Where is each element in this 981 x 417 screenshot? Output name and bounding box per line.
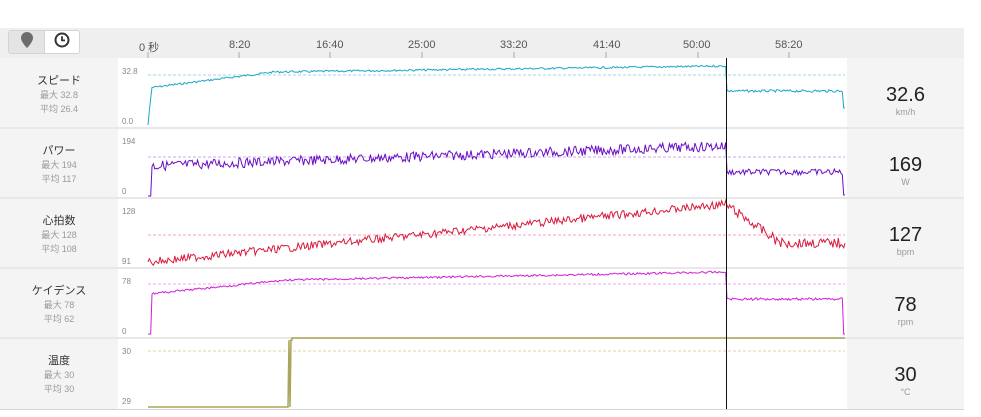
current-value: 127: [888, 224, 923, 246]
metric-name: スピード: [37, 75, 81, 87]
view-toggle: [8, 30, 80, 54]
time-axis-label: 50:00: [683, 39, 711, 51]
metric-value-heart-rate: 127 bpm: [847, 198, 964, 268]
time-axis-label: 8:20: [229, 39, 251, 51]
metric-label-power[interactable]: パワー 最大 194 平均 117: [0, 128, 118, 198]
value-unit: km/h: [895, 107, 916, 117]
current-value: 30: [894, 364, 917, 386]
metric-avg: 平均 30: [43, 384, 75, 394]
clock-icon: [54, 32, 70, 53]
metric-label-heart-rate[interactable]: 心拍数 最大 128 平均 108: [0, 198, 118, 268]
time-axis-label: 25:00: [408, 39, 436, 51]
metric-max: 最大 32.8: [39, 90, 79, 100]
location-pin-icon: [20, 31, 33, 53]
metric-name: 温度: [48, 355, 70, 367]
value-unit: °C: [900, 387, 911, 397]
current-value: 32.6: [886, 84, 925, 106]
metric-name: ケイデンス: [31, 285, 87, 297]
map-view-button[interactable]: [9, 31, 44, 53]
y-max-label: 128: [122, 207, 136, 216]
y-max-label: 194: [122, 137, 136, 146]
cadence-series-line: [148, 270, 845, 335]
temperature-series-line: [148, 337, 845, 408]
row-divider: [0, 197, 964, 199]
time-view-button[interactable]: [44, 31, 79, 53]
time-axis-label: 58:20: [775, 39, 803, 51]
value-unit: bpm: [896, 247, 915, 257]
y-max-label: 32.8: [122, 67, 138, 76]
row-divider: [0, 127, 964, 129]
metric-max: 最大 78: [43, 300, 75, 310]
y-min-label: 0: [122, 327, 127, 336]
speed-series-line: [147, 64, 845, 126]
value-unit: W: [901, 177, 910, 187]
time-axis-label: 41:40: [593, 39, 621, 51]
metric-avg: 平均 108: [41, 244, 77, 254]
heart-rate-series-line: [147, 198, 846, 267]
metric-avg: 平均 117: [41, 174, 77, 184]
metric-value-speed: 32.6 km/h: [847, 58, 964, 128]
time-axis-label: 0 秒: [139, 42, 160, 54]
metric-max: 最大 30: [43, 370, 75, 380]
y-max-label: 30: [122, 347, 131, 356]
row-divider: [0, 267, 964, 269]
time-axis-label: 16:40: [316, 39, 344, 51]
current-value: 169: [888, 154, 923, 176]
y-min-label: 0: [122, 187, 127, 196]
metric-avg: 平均 26.4: [39, 104, 79, 114]
y-min-label: 29: [122, 397, 131, 406]
metric-max: 最大 194: [41, 160, 77, 170]
metric-label-temperature[interactable]: 温度 最大 30 平均 30: [0, 338, 118, 409]
metric-name: パワー: [42, 145, 76, 157]
metric-value-cadence: 78 rpm: [847, 268, 964, 338]
metric-label-speed[interactable]: スピード 最大 32.8 平均 26.4: [0, 58, 118, 128]
current-value: 78: [894, 294, 917, 316]
metric-value-power: 169 W: [847, 128, 964, 198]
metric-avg: 平均 62: [43, 314, 75, 324]
bottom-border: [0, 409, 964, 410]
metric-value-temperature: 30 °C: [847, 338, 964, 409]
time-axis-header: [0, 28, 964, 58]
metric-label-cadence[interactable]: ケイデンス 最大 78 平均 62: [0, 268, 118, 338]
power-series-line: [148, 141, 845, 197]
y-min-label: 91: [122, 257, 131, 266]
scroll-gutter: [964, 28, 981, 413]
metric-max: 最大 128: [41, 230, 77, 240]
y-min-label: 0.0: [122, 117, 134, 126]
y-max-label: 78: [122, 277, 131, 286]
value-unit: rpm: [897, 317, 914, 327]
time-axis-label: 33:20: [500, 39, 528, 51]
metric-name: 心拍数: [42, 215, 76, 227]
